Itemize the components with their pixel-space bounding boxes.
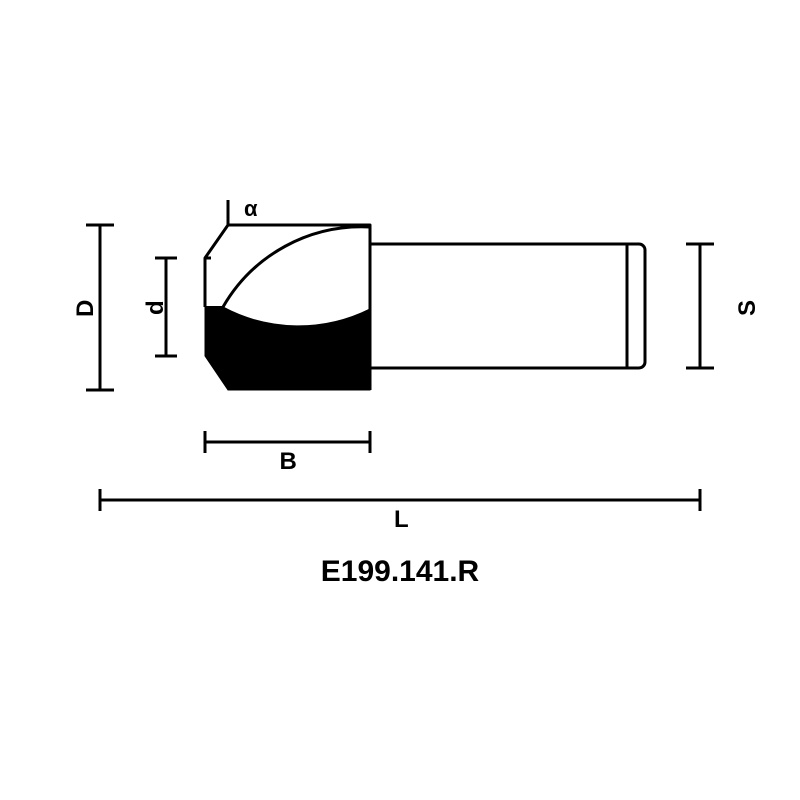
label-D: D bbox=[72, 300, 100, 317]
drawing-svg bbox=[0, 0, 800, 800]
label-L: L bbox=[394, 506, 409, 534]
label-d: d bbox=[142, 301, 170, 316]
diagram-canvas: D d α B L S E199.141.R bbox=[0, 0, 800, 800]
part-number: E199.141.R bbox=[0, 555, 800, 589]
label-B: B bbox=[280, 448, 297, 476]
label-alpha: α bbox=[244, 196, 258, 222]
label-S: S bbox=[734, 300, 762, 316]
